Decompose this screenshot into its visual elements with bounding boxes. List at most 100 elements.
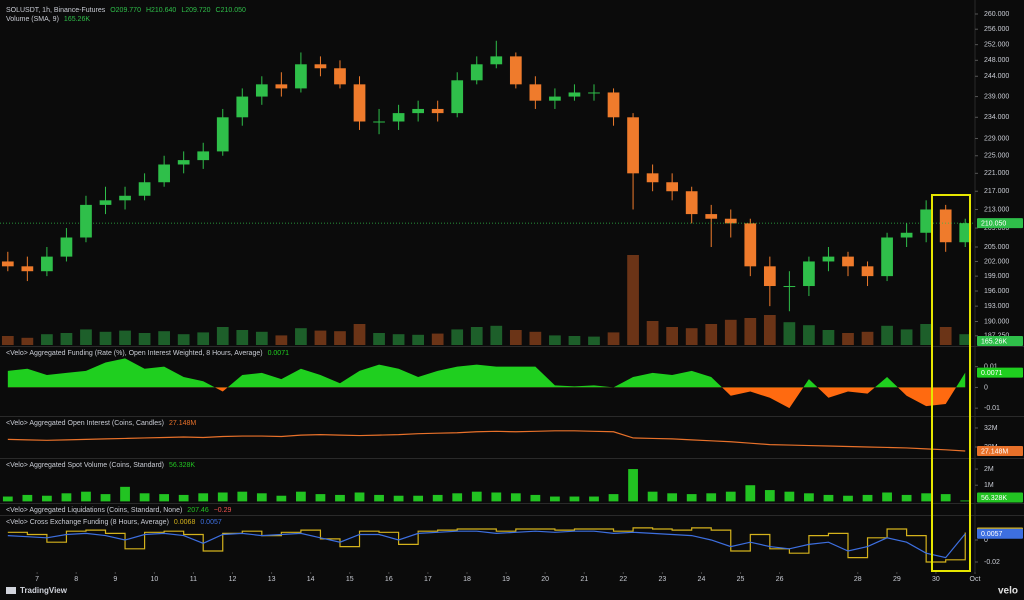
funding-area bbox=[7, 358, 966, 388]
volume-bar bbox=[627, 255, 639, 345]
volume-bar bbox=[334, 331, 346, 345]
volume-bar bbox=[940, 494, 951, 502]
candle-body bbox=[99, 200, 112, 205]
candle-body bbox=[920, 209, 933, 233]
value-label-box bbox=[977, 528, 1023, 539]
volume-bar bbox=[628, 469, 638, 502]
volume-bar bbox=[783, 322, 796, 345]
volume-bar bbox=[217, 492, 228, 502]
x-tick-label: 26 bbox=[776, 576, 784, 583]
header-text: H210.640 bbox=[146, 7, 176, 14]
volume-bar bbox=[685, 328, 698, 345]
x-tick-label: 23 bbox=[658, 576, 666, 583]
volume-bar bbox=[803, 325, 815, 345]
volume-bar bbox=[276, 495, 287, 502]
x-tick-label: 28 bbox=[854, 576, 862, 583]
header-text: 0.0071 bbox=[268, 350, 290, 357]
header-text: <Velo> Cross Exchange Funding (8 Hours, … bbox=[6, 519, 169, 526]
candle-body bbox=[314, 64, 327, 69]
volume-bar bbox=[804, 493, 814, 502]
candle-body bbox=[334, 68, 346, 85]
volume-bar bbox=[745, 485, 756, 502]
candle-body bbox=[177, 160, 190, 165]
candle-body bbox=[568, 92, 581, 97]
value-label-box bbox=[977, 218, 1023, 229]
y-tick-label: 213.000 bbox=[984, 206, 1009, 213]
highlight-box bbox=[931, 194, 971, 572]
volume-bar bbox=[80, 329, 92, 345]
header-text: <Velo> Aggregated Liquidations (Coins, S… bbox=[6, 507, 182, 514]
candle-body bbox=[724, 218, 737, 224]
volume-bar bbox=[667, 493, 678, 502]
volume-bar bbox=[373, 333, 385, 345]
volume-bar bbox=[452, 493, 463, 502]
volume-bar bbox=[568, 336, 581, 345]
header-text: 0.0068 bbox=[174, 519, 196, 526]
candle-body bbox=[646, 173, 659, 183]
volume-bar bbox=[42, 495, 52, 502]
volume-bar bbox=[120, 486, 130, 502]
x-tick-label: Oct bbox=[970, 576, 981, 583]
volume-bar bbox=[491, 492, 502, 502]
volume-bar bbox=[901, 494, 912, 502]
y-tick-label: 2M bbox=[984, 466, 994, 473]
volume-bar bbox=[295, 328, 307, 345]
x-tick-label: 12 bbox=[229, 576, 237, 583]
candle-body bbox=[353, 84, 366, 122]
volume-bar bbox=[393, 495, 404, 502]
volume-bar bbox=[470, 327, 483, 345]
volume-bar bbox=[432, 494, 443, 502]
candle-body bbox=[685, 191, 698, 215]
volume-bar bbox=[882, 492, 892, 502]
candle-body bbox=[822, 256, 835, 262]
volume-bar bbox=[60, 333, 73, 345]
candle-body bbox=[21, 266, 34, 272]
header-text: O209.770 bbox=[110, 7, 141, 14]
candle-body bbox=[861, 266, 874, 277]
x-tick-label: 8 bbox=[74, 576, 78, 583]
volume-bar bbox=[822, 330, 835, 345]
header-text: <Velo> Aggregated Open Interest (Coins, … bbox=[6, 420, 164, 427]
volume-bar bbox=[392, 334, 405, 345]
volume-bar bbox=[530, 494, 541, 502]
candle-body bbox=[803, 261, 815, 287]
candle-body bbox=[197, 151, 210, 161]
x-tick-label: 9 bbox=[113, 576, 117, 583]
y-tick-label: 239.000 bbox=[984, 93, 1009, 100]
value-label: 210.050 bbox=[981, 220, 1006, 227]
x-tick-label: 15 bbox=[346, 576, 354, 583]
x-tick-label: 19 bbox=[502, 576, 510, 583]
volume-bar bbox=[510, 493, 521, 502]
volume-bar bbox=[862, 494, 873, 502]
x-tick-label: 25 bbox=[737, 576, 745, 583]
volume-bar bbox=[550, 496, 560, 502]
volume-bar bbox=[451, 329, 464, 345]
volume-bar bbox=[921, 493, 932, 502]
y-tick-label: 234.000 bbox=[984, 114, 1009, 121]
volume-bar bbox=[81, 491, 91, 502]
value-label-box bbox=[977, 492, 1023, 503]
y-tick-label: 256.000 bbox=[984, 26, 1009, 33]
candle-body bbox=[509, 56, 522, 85]
volume-bar bbox=[784, 491, 795, 502]
candle-body bbox=[666, 182, 679, 192]
y-tick-label: 193.000 bbox=[984, 303, 1009, 310]
x-tick-label: 22 bbox=[619, 576, 627, 583]
header-text: L209.720 bbox=[181, 7, 210, 14]
volume-bar bbox=[100, 494, 111, 502]
candle-body bbox=[490, 56, 503, 65]
header-text: −0.29 bbox=[214, 507, 232, 514]
series-line bbox=[7, 530, 966, 559]
candle-body bbox=[529, 84, 542, 101]
candle-body bbox=[900, 232, 913, 238]
volume-bar bbox=[861, 331, 874, 345]
header-text: 56.328K bbox=[169, 462, 195, 469]
volume-bar bbox=[275, 335, 288, 345]
volume-bar bbox=[647, 491, 658, 502]
volume-bar bbox=[744, 318, 757, 345]
volume-bar bbox=[471, 491, 482, 502]
volume-bar bbox=[588, 336, 600, 345]
volume-bar bbox=[509, 330, 522, 345]
volume-bar bbox=[314, 330, 327, 345]
volume-bar bbox=[431, 333, 444, 345]
